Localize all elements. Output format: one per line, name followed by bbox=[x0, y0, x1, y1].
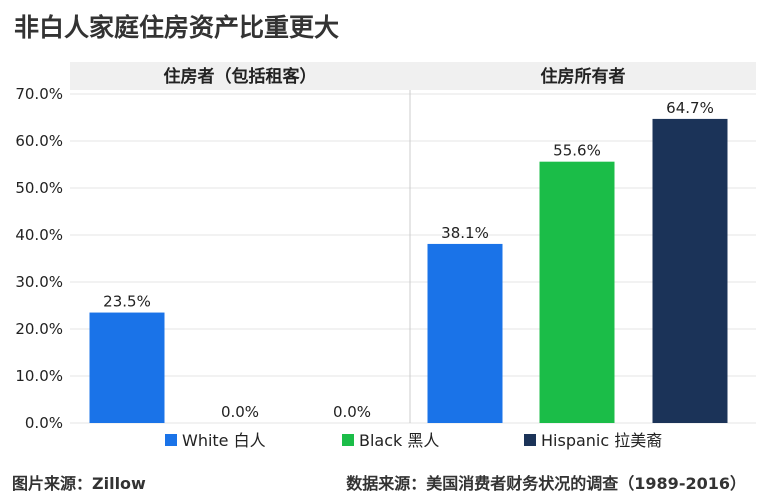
data-source: 数据来源：美国消费者财务状况的调查（1989-2016） bbox=[346, 474, 746, 493]
y-tick-label: 30.0% bbox=[15, 273, 63, 291]
bar-value-label: 23.5% bbox=[103, 293, 151, 311]
panel-label: 住房者（包括租客） bbox=[164, 66, 317, 87]
panel-label: 住房所有者 bbox=[541, 66, 626, 87]
y-tick-label: 60.0% bbox=[15, 132, 63, 150]
legend-swatch bbox=[524, 434, 536, 446]
y-tick-label: 40.0% bbox=[15, 226, 63, 244]
legend-label: White 白人 bbox=[182, 431, 266, 450]
bar bbox=[427, 243, 503, 423]
bar-value-label: 0.0% bbox=[333, 403, 371, 421]
bar-value-label: 64.7% bbox=[666, 99, 714, 117]
bar-value-label: 0.0% bbox=[221, 403, 259, 421]
y-tick-label: 50.0% bbox=[15, 179, 63, 197]
bar-value-label: 55.6% bbox=[553, 142, 601, 160]
legend-swatch bbox=[165, 434, 177, 446]
bar bbox=[652, 118, 728, 423]
legend-label: Hispanic 拉美裔 bbox=[541, 431, 662, 450]
y-tick-label: 10.0% bbox=[15, 367, 63, 385]
y-tick-label: 0.0% bbox=[25, 414, 63, 432]
legend-label: Black 黑人 bbox=[359, 431, 439, 450]
bar bbox=[539, 161, 615, 423]
legend-swatch bbox=[342, 434, 354, 446]
image-source: 图片来源：Zillow bbox=[12, 474, 146, 493]
bar-value-label: 38.1% bbox=[441, 224, 489, 242]
panel-header-strip bbox=[70, 62, 756, 90]
bar bbox=[89, 312, 165, 423]
y-tick-label: 70.0% bbox=[15, 85, 63, 103]
chart-title: 非白人家庭住房资产比重更大 bbox=[14, 13, 340, 42]
y-tick-label: 20.0% bbox=[15, 320, 63, 338]
